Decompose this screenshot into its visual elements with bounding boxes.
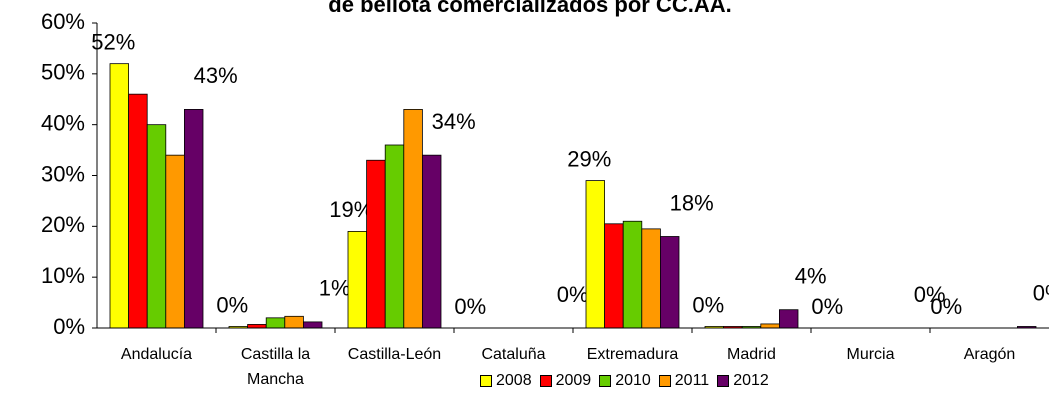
chart-title: de bellota comercializados por CC.AA.	[328, 0, 731, 17]
x-tick-label: Aragón	[963, 346, 1016, 363]
legend-item: 2011	[658, 372, 710, 390]
legend-swatch	[480, 375, 492, 387]
bar	[585, 180, 606, 329]
y-tick-label: 0%	[53, 314, 85, 339]
x-tick-label: Murcia	[846, 346, 895, 363]
y-tick-label: 20%	[41, 212, 85, 237]
y-tick-label: 30%	[41, 161, 85, 186]
bar	[421, 154, 442, 329]
data-label: 0%	[692, 292, 724, 317]
bar	[604, 223, 624, 329]
legend-item: 2008	[480, 372, 532, 390]
legend-swatch	[717, 375, 730, 387]
legend-item: 2012	[717, 372, 769, 390]
legend-swatch	[599, 375, 612, 387]
bar	[265, 317, 286, 329]
legend-swatch	[539, 375, 552, 387]
legend-label: 2009	[555, 372, 592, 389]
data-label: 34%	[432, 109, 476, 134]
data-label: 0%	[811, 294, 843, 319]
legend: 2008 2009 2010 2011 2012	[480, 372, 769, 390]
y-tick-label: 10%	[41, 263, 85, 288]
bar	[622, 220, 643, 329]
y-tick-label: 50%	[41, 60, 85, 85]
bar	[247, 324, 267, 329]
legend-label: 2008	[496, 372, 532, 389]
bar	[128, 93, 148, 329]
bar	[165, 154, 185, 329]
data-label: 0%	[454, 294, 486, 319]
x-tick-label: Andalucía	[120, 346, 193, 363]
x-tick-label: Extremadura	[586, 346, 679, 363]
legend-label: 2011	[674, 372, 710, 389]
data-label: 0%	[914, 282, 946, 307]
data-label: 0%	[557, 282, 589, 307]
bar	[641, 228, 661, 329]
data-label: 1%	[319, 276, 351, 301]
bar	[779, 309, 799, 329]
bar	[366, 159, 386, 329]
data-label: 19%	[329, 197, 373, 222]
bar	[183, 109, 204, 329]
bar	[760, 323, 780, 329]
bar	[347, 231, 368, 329]
x-tick-label: Madrid	[727, 346, 776, 363]
bar	[146, 124, 167, 329]
y-tick-label: 60%	[41, 9, 85, 34]
legend-swatch	[658, 375, 671, 387]
legend-label: 2012	[733, 372, 769, 389]
data-label: 0%	[216, 292, 248, 317]
data-label: 29%	[567, 146, 611, 171]
bar	[403, 109, 423, 329]
bar	[284, 315, 304, 329]
data-label: 4%	[795, 264, 827, 289]
y-tick-label: 40%	[41, 110, 85, 135]
data-label: 43%	[194, 63, 238, 88]
bar	[660, 236, 680, 329]
data-label: 18%	[670, 190, 714, 215]
bar	[302, 321, 323, 329]
legend-label: 2010	[615, 372, 651, 389]
x-tick-label: Castilla la Mancha	[240, 346, 311, 388]
data-label: 52%	[91, 29, 135, 54]
x-tick-label: Castilla-León	[347, 346, 442, 363]
bar	[384, 144, 405, 329]
x-tick-label: Cataluña	[481, 346, 546, 363]
data-label: 0%	[930, 294, 962, 319]
data-label: 0%	[1033, 280, 1049, 305]
legend-item: 2010	[599, 372, 651, 390]
legend-item: 2009	[539, 372, 592, 390]
bar	[109, 63, 130, 329]
